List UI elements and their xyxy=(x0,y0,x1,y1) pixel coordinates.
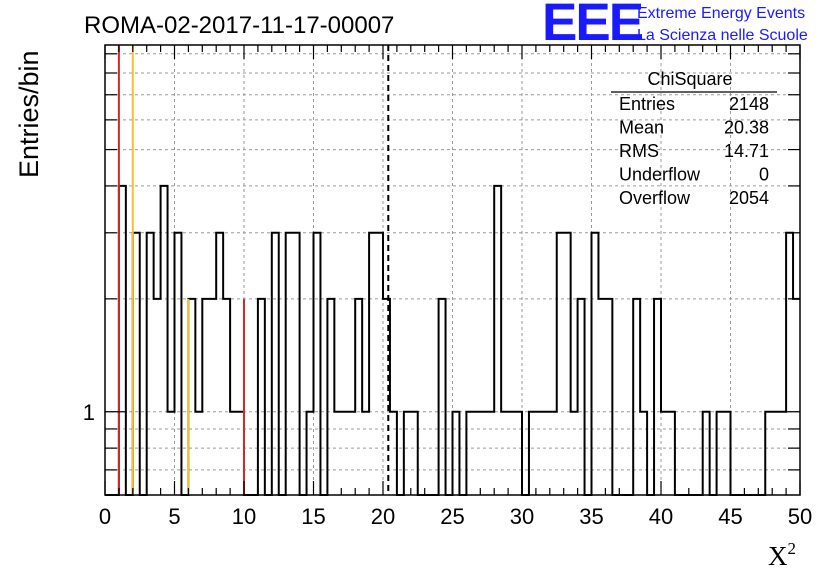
x-tick-label: 35 xyxy=(579,504,603,529)
stats-box: ChiSquare Entries 2148 Mean 20.38 RMS 14.71 Un… xyxy=(611,69,777,208)
stats-row-value: 2148 xyxy=(729,94,769,114)
x-tick-label: 25 xyxy=(440,504,464,529)
logo-mark: EEE xyxy=(542,0,643,52)
x-tick-labels: 0 5 10 15 20 25 30 35 40 45 50 xyxy=(99,504,812,529)
stats-row-label: RMS xyxy=(619,141,659,161)
stats-row-label: Mean xyxy=(619,118,664,138)
stats-row-value: 0 xyxy=(759,165,769,185)
x-tick-label: 45 xyxy=(718,504,742,529)
x-tick-label: 15 xyxy=(301,504,325,529)
x-tick-label: 50 xyxy=(788,504,812,529)
x-tick-label: 40 xyxy=(649,504,673,529)
logo-line2: La Scienza nelle Scuole xyxy=(637,27,808,44)
stats-row-label: Overflow xyxy=(619,188,691,208)
x-tick-label: 30 xyxy=(510,504,534,529)
y-tick-label: 1 xyxy=(83,400,95,425)
stats-row-label: Underflow xyxy=(619,165,701,185)
eee-logo: EEE Extreme Energy Events La Scienza nel… xyxy=(542,0,808,52)
stats-row-value: 20.38 xyxy=(724,118,769,138)
stats-title: ChiSquare xyxy=(647,69,732,89)
logo-line1: Extreme Energy Events xyxy=(637,5,805,22)
chart-title: ROMA-02-2017-11-17-00007 xyxy=(84,12,394,39)
axis-ticks xyxy=(104,45,801,495)
x-axis-label: X2 xyxy=(768,539,796,571)
x-tick-label: 5 xyxy=(168,504,180,529)
y-tick-labels: 1 xyxy=(83,400,95,425)
stats-row-value: 14.71 xyxy=(724,141,769,161)
stats-row-value: 2054 xyxy=(729,188,769,208)
y-axis-label: Entries/bin xyxy=(14,50,44,178)
x-tick-label: 10 xyxy=(232,504,256,529)
marker-lines xyxy=(117,45,390,495)
x-tick-label: 0 xyxy=(99,504,111,529)
stats-row-label: Entries xyxy=(619,94,675,114)
x-tick-label: 20 xyxy=(371,504,395,529)
